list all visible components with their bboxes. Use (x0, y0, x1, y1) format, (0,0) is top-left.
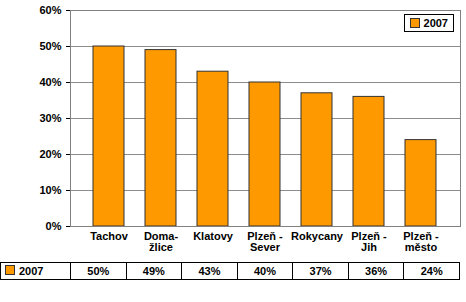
html-text:36%: 36% (365, 265, 388, 277)
html-text:37%: 37% (309, 265, 332, 277)
svg-text:Plzeň -Jih: Plzeň -Jih (351, 230, 387, 253)
html-text:2007: 2007 (423, 17, 448, 29)
svg-text:Plzeň -Sever: Plzeň -Sever (247, 230, 283, 253)
svg-text:Doma-žlice: Doma-žlice (144, 230, 179, 253)
svg-text:Tachov: Tachov (90, 230, 129, 242)
svg-text:Plzeň -město: Plzeň -město (403, 230, 439, 253)
svg-text:Klatovy: Klatovy (193, 230, 234, 242)
svg-text:20%: 20% (39, 148, 61, 160)
svg-text:60%: 60% (39, 4, 61, 16)
html-text:24%: 24% (420, 265, 443, 277)
html-text:43%: 43% (198, 265, 221, 277)
html-text:40%: 40% (254, 265, 276, 277)
html-text:49%: 49% (142, 265, 165, 277)
svg-text:10%: 10% (39, 184, 61, 196)
html-text:50%: 50% (87, 265, 110, 277)
svg-text:30%: 30% (39, 112, 61, 124)
html-text:2007: 2007 (19, 265, 44, 277)
svg-text:0%: 0% (46, 220, 62, 232)
svg-text:50%: 50% (39, 40, 61, 52)
svg-text:Rokycany: Rokycany (291, 230, 344, 242)
svg-text:40%: 40% (39, 76, 61, 88)
